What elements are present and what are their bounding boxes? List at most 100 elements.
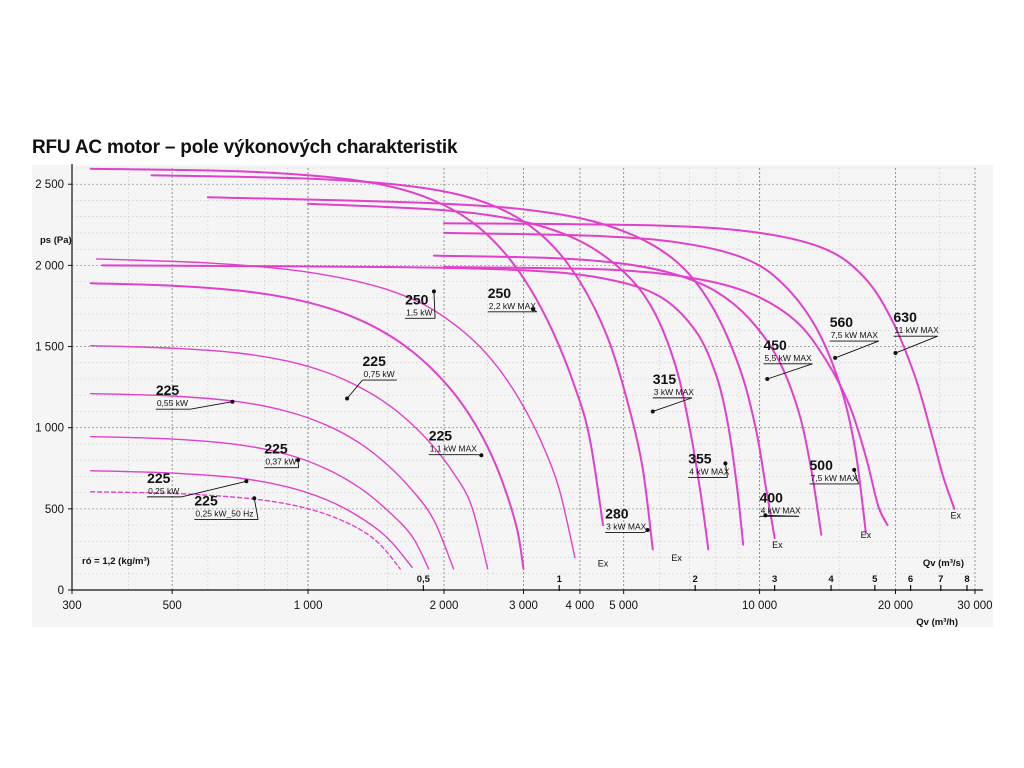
series-marker (763, 513, 768, 518)
series-power-label: 0,25 kW (148, 486, 179, 496)
series-leader-line (433, 291, 436, 319)
series-size-label: 500 (810, 457, 834, 473)
series-power-label: 7,5 kW MAX (811, 473, 859, 483)
series-curve-280-8 (150, 174, 654, 551)
series-marker (230, 399, 235, 404)
secondary-x-tick-label: 1 (557, 574, 563, 585)
series-power-label: 5,5 kW MAX (764, 353, 812, 363)
series-curve-225-0 (90, 491, 401, 570)
density-note: ró = 1,2 (kg/m³) (82, 556, 150, 567)
series-size-label: 225 (363, 353, 387, 369)
series-marker (893, 351, 898, 356)
series-power-label: 0,37 kW (265, 457, 296, 467)
series-curve-250-7 (89, 167, 604, 527)
x-tick-label: 3 000 (509, 600, 538, 612)
series-curve-225-3 (90, 392, 455, 570)
series-size-label: 250 (488, 285, 512, 301)
series-power-label: 4 kW MAX (689, 466, 729, 476)
series-curve-225-1 (90, 470, 413, 568)
secondary-x-axis-label: Qv (m³/s) (923, 558, 964, 569)
series-leader-line (834, 340, 879, 359)
y-tick-label: 1 500 (35, 342, 64, 354)
series-marker (244, 479, 249, 484)
series-curve-560-14 (443, 266, 889, 527)
series-curve-315-9 (307, 202, 710, 551)
series-marker (650, 409, 655, 414)
x-tick-label: 30 000 (957, 600, 992, 612)
series-marker (723, 461, 728, 466)
series-power-label: 0,25 kW_50 Hz (195, 509, 253, 519)
series-size-label: 280 (605, 506, 629, 522)
series-size-label: 400 (760, 489, 784, 505)
series-curve-355-10 (101, 264, 745, 546)
series-size-label: 225 (147, 470, 171, 486)
secondary-x-tick-label: 6 (908, 574, 913, 585)
y-tick-label: 500 (45, 504, 64, 516)
series-curve-225-4 (90, 345, 489, 570)
series-size-label: 315 (653, 371, 677, 387)
y-tick-label: 0 (58, 585, 64, 597)
secondary-x-tick-label: 2 (693, 574, 698, 585)
series-curve-250-6 (95, 258, 576, 559)
series-size-label: 225 (264, 441, 288, 457)
ex-label: Ex (772, 540, 783, 550)
x-tick-label: 500 (163, 600, 182, 612)
x-axis-label: Qv (m³/h) (916, 617, 958, 628)
series-marker (431, 289, 436, 294)
x-tick-label: 4 000 (566, 600, 595, 612)
ex-label: Ex (951, 511, 962, 521)
secondary-x-tick-label: 5 (872, 574, 878, 585)
y-tick-label: 2 000 (35, 260, 64, 272)
series-marker (765, 377, 770, 381)
series-leader-line (895, 335, 938, 354)
series-leader-line (853, 469, 859, 485)
series-power-label: 7,5 kW MAX (831, 330, 879, 340)
series-leader-line (652, 397, 693, 412)
series-power-label: 2,2 kW MAX (489, 301, 537, 311)
series-leader-line (724, 463, 728, 478)
series (89, 167, 956, 570)
series-marker (296, 458, 301, 463)
series-marker (645, 527, 650, 532)
secondary-x-tick-label: 0,5 (417, 574, 431, 585)
y-axis-label: ps (Pa) (40, 235, 72, 246)
series-size-label: 560 (830, 314, 854, 330)
series-marker (479, 453, 484, 458)
series-curve-225-5 (89, 282, 525, 570)
series-size-label: 225 (429, 428, 453, 444)
ex-label: Ex (598, 558, 609, 568)
series-size-label: 250 (405, 291, 429, 307)
series-power-label: 3 kW MAX (654, 387, 694, 397)
series-power-label: 0,75 kW (364, 369, 395, 379)
x-tick-label: 300 (62, 600, 81, 612)
series-size-label: 450 (763, 337, 787, 353)
series-size-label: 355 (688, 450, 712, 466)
x-tick-label: 1 000 (294, 600, 323, 612)
x-tick-label: 2 000 (430, 600, 459, 612)
ex-label: Ex (671, 553, 682, 563)
series-power-label: 4 kW MAX (761, 505, 801, 515)
series-leader-line (346, 379, 363, 399)
series-power-label: 1,1 kW MAX (430, 444, 478, 454)
secondary-x-tick-label: 7 (938, 574, 943, 585)
series-marker (833, 355, 838, 360)
y-tick-label: 1 000 (35, 423, 64, 435)
series-leader-line (253, 498, 259, 520)
axes: 0 500 1 000 1 500 2 000 2 500 300 500 1 000 2 000… (35, 164, 993, 628)
ex-label: Ex (861, 530, 872, 540)
series-size-label: 225 (194, 493, 218, 509)
